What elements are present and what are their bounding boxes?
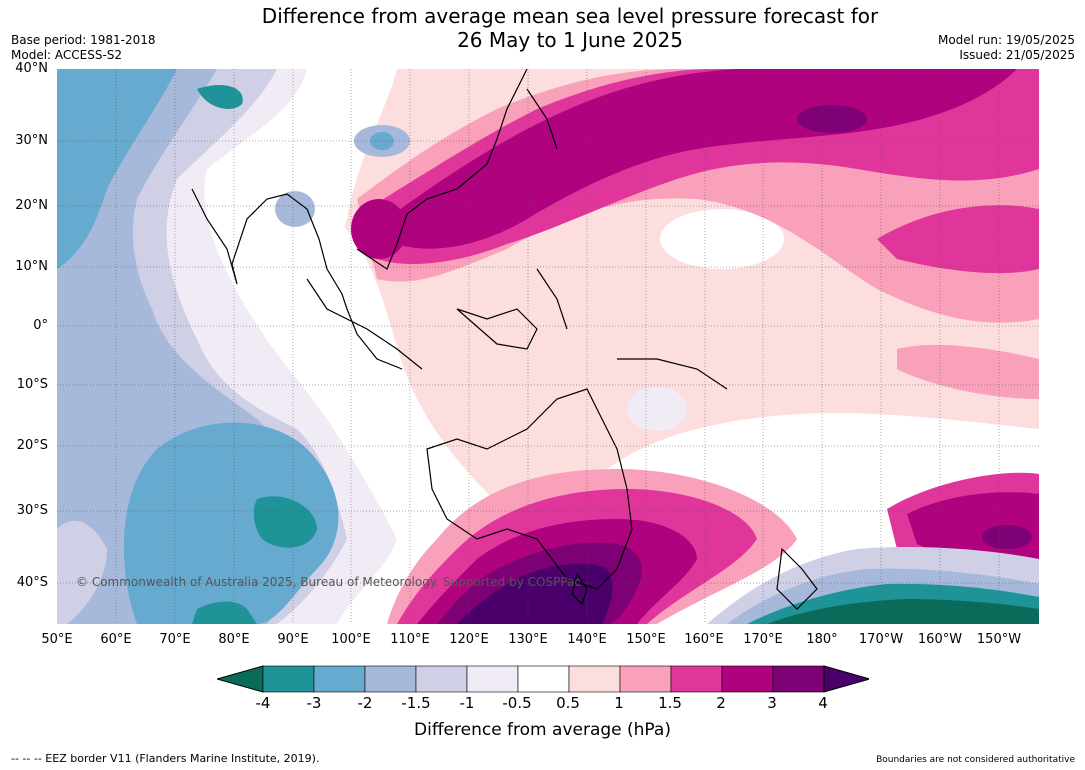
lon-label-110e: 110°E [390, 632, 430, 647]
cbar-cell [619, 665, 672, 693]
lon-label-180: 180° [806, 632, 838, 647]
cbar-tick: 1.5 [658, 694, 682, 712]
pos-3-indochina [351, 199, 407, 259]
meta-left: Base period: 1981-2018 Model: ACCESS-S2 [11, 33, 156, 63]
coast-australia [426, 388, 633, 590]
coast-india [191, 188, 348, 310]
lat-label-10n: 10°N [15, 259, 48, 274]
lat-label-30n: 30°N [15, 133, 48, 148]
cbar-tick: -2 [357, 694, 373, 712]
cbar-tick: 4 [818, 694, 828, 712]
coast-tasmania [571, 572, 588, 606]
lon-label-150e: 150°E [626, 632, 666, 647]
cbar-cell [364, 665, 417, 693]
neg-05-coral-sea [627, 387, 687, 431]
lon-label-150w: 150°W [976, 632, 1022, 647]
colorbar-label: Difference from average (hPa) [414, 720, 671, 740]
lon-label-140e: 140°E [567, 632, 607, 647]
cbar-cell [262, 665, 315, 693]
lon-label-50e: 50°E [41, 632, 73, 647]
pressure-anomaly-map: © Commonwealth of Australia 2025, Bureau… [57, 69, 1039, 624]
coast-new-guinea [617, 358, 728, 390]
base-period: Base period: 1981-2018 [11, 33, 156, 47]
neg-15-bengal [275, 191, 315, 227]
lat-label-0: 0° [33, 318, 48, 333]
pos-5-australia [457, 563, 613, 624]
cbar-cell [517, 665, 570, 693]
cbar-tick: -1.5 [401, 694, 431, 712]
cbar-cell [568, 665, 621, 693]
lon-label-120e: 120°E [449, 632, 489, 647]
graticule [57, 69, 1039, 624]
lon-label-170e: 170°E [743, 632, 783, 647]
cbar-tick: -0.5 [502, 694, 532, 712]
lon-label-170w: 170°W [858, 632, 904, 647]
cbar-cell [721, 665, 774, 693]
cbar-tick: 1 [614, 694, 624, 712]
colorbar [217, 665, 869, 693]
neg-3-persia [197, 84, 243, 109]
lon-label-60e: 60°E [100, 632, 132, 647]
copyright-text: © Commonwealth of Australia 2025, Bureau… [76, 575, 581, 589]
neutral-pocket-pacific [660, 209, 784, 269]
coast-china [356, 69, 528, 270]
model-run: Model run: 19/05/2025 [937, 33, 1075, 47]
pos-4-nw-pacific [797, 105, 867, 133]
lon-label-160w: 160°W [917, 632, 963, 647]
cbar-tick: 3 [767, 694, 777, 712]
coast-borneo [456, 308, 538, 350]
lat-label-10s: 10°S [16, 377, 48, 392]
coast-sumatra-java [306, 278, 423, 370]
lon-label-160e: 160°E [684, 632, 724, 647]
lon-label-80e: 80°E [218, 632, 250, 647]
lat-label-20n: 20°N [15, 198, 48, 213]
title-line-2: 26 May to 1 June 2025 [457, 28, 683, 52]
cbar-cell [415, 665, 468, 693]
cbar-cell [772, 665, 825, 693]
cbar-tick: -4 [255, 694, 271, 712]
cbar-cell [466, 665, 519, 693]
pos-2-central-pacific [877, 205, 1039, 274]
neg-1-west-edge [57, 520, 107, 624]
lat-label-40s: 40°S [16, 575, 48, 590]
lon-label-130e: 130°E [508, 632, 548, 647]
lat-label-30s: 30°S [16, 503, 48, 518]
cbar-extend-high [823, 665, 869, 693]
pos-4-tasman-east [982, 525, 1032, 549]
cbar-tick: -1 [459, 694, 475, 712]
neg-2-arabia [57, 69, 177, 269]
neg-3-southwest [192, 601, 257, 624]
meta-right: Model run: 19/05/2025 Issued: 21/05/2025 [938, 33, 1075, 63]
lat-label-20s: 20°S [16, 438, 48, 453]
pos-15-east-pacific [897, 69, 1039, 399]
lon-label-100e: 100°E [331, 632, 371, 647]
neg-2-south-indian [123, 422, 339, 624]
coast-japan [526, 88, 558, 150]
lon-label-90e: 90°E [277, 632, 309, 647]
title-line-1: Difference from average mean sea level p… [261, 4, 879, 28]
cbar-tick: 2 [716, 694, 726, 712]
coast-philippines [536, 268, 568, 330]
coastlines [191, 69, 818, 610]
map-svg: © Commonwealth of Australia 2025, Bureau… [57, 69, 1039, 624]
chart-title: Difference from average mean sea level p… [0, 4, 1085, 52]
cbar-tick: -3 [306, 694, 322, 712]
issued-date: Issued: 21/05/2025 [959, 48, 1075, 62]
neg-4-southern-ocean [767, 599, 1039, 624]
lon-label-70e: 70°E [159, 632, 191, 647]
boundaries-note: Boundaries are not considered authoritat… [876, 755, 1075, 765]
cbar-cell [313, 665, 366, 693]
cbar-extend-low [217, 665, 264, 693]
cbar-cell [670, 665, 723, 693]
coast-new-zealand [776, 547, 818, 610]
neg-3-south-indian [253, 496, 317, 548]
eez-legend: -- -- -- EEZ border V11 (Flanders Marine… [11, 752, 320, 765]
model-name: Model: ACCESS-S2 [11, 48, 123, 62]
cbar-tick: 0.5 [556, 694, 580, 712]
lat-label-40n: 40°N [15, 61, 48, 76]
